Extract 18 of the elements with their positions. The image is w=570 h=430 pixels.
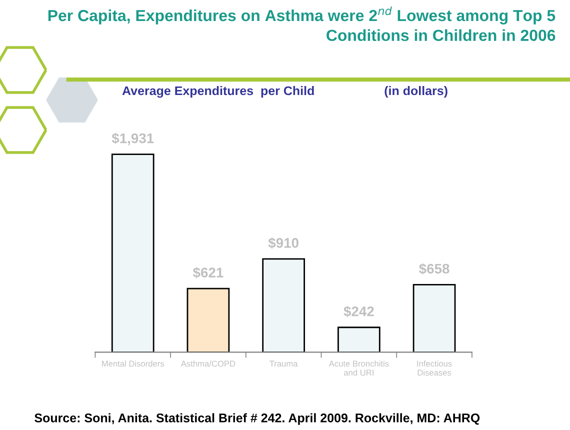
- x-tick-label: Infectious Diseases: [417, 360, 452, 376]
- data-label: $658: [419, 263, 450, 275]
- source-note: Source: Soni, Anita. Statistical Brief # 242. April 2009. Rockville, MD: AHRQ: [34, 413, 480, 425]
- data-label: $1,931: [112, 132, 154, 146]
- chart-title: Per Capita, Expenditures on Asthma were 2$^{nd}$ Lowest among Top 5 Conditions in Children in 2006: [48, 6, 556, 42]
- data-label: $621: [192, 267, 224, 278]
- bar: [338, 326, 380, 352]
- x-tick-label: Trauma: [270, 360, 298, 367]
- data-label: $910: [268, 237, 298, 249]
- chart-subtitle: Average Expenditures per Child (in dollars): [122, 86, 448, 98]
- bar: [111, 154, 154, 352]
- x-tick-label: Mental Disorders: [102, 360, 164, 367]
- bar: [262, 258, 305, 352]
- x-tick-label: Acute Bronchitis and URI: [328, 360, 389, 376]
- bar: [412, 284, 456, 352]
- data-label: $242: [344, 306, 374, 318]
- bar: [186, 288, 230, 352]
- x-tick-label: Asthma/COPD: [180, 360, 236, 367]
